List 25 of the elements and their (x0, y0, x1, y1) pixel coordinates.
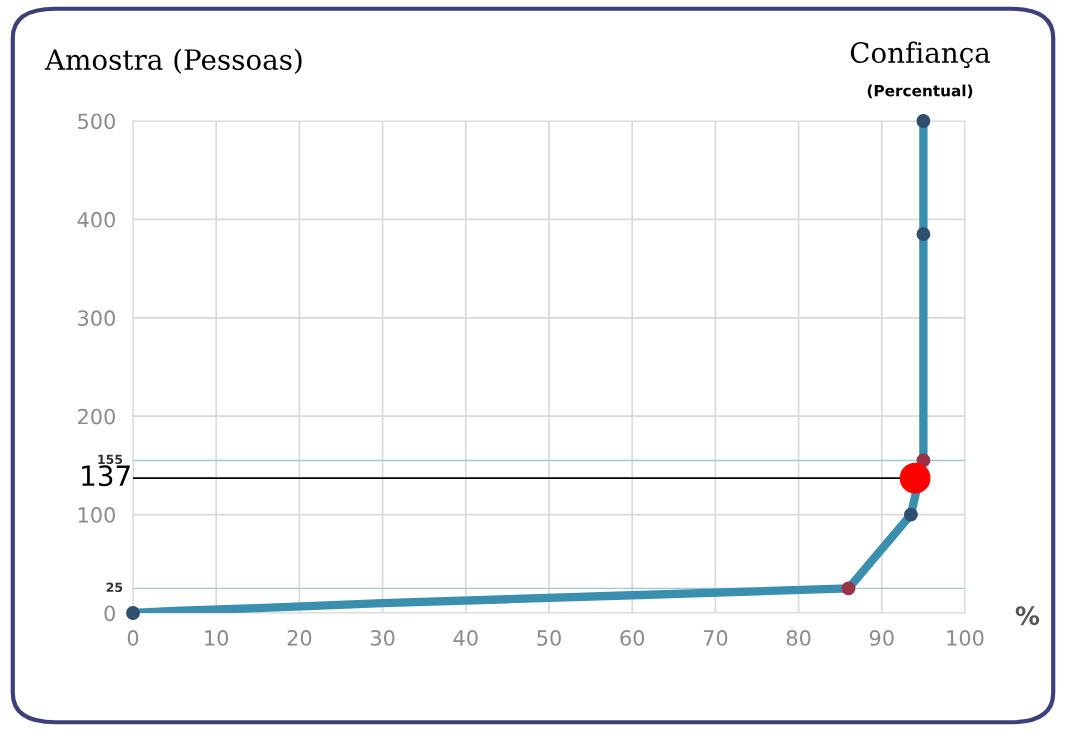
ref-line-label: 155 (98, 454, 123, 465)
y-tick-label: 500 (78, 113, 115, 130)
y-tick-label: 200 (78, 408, 115, 425)
text: Confiança (850, 41, 991, 69)
point (899, 462, 931, 494)
ref-line-label: 25 (106, 582, 123, 593)
x-tick-label: 10 (205, 630, 229, 646)
x-tick-label: 80 (786, 630, 811, 646)
x-tick-label: 0 (127, 630, 139, 646)
annotation: 137 (82, 465, 130, 487)
y-tick-label: 300 (78, 310, 115, 327)
x-axis-title: % (1015, 606, 1040, 626)
x-tick-label: 70 (703, 630, 728, 646)
x-tick-label: 60 (620, 630, 645, 646)
y-tick-label: 0 (104, 605, 115, 622)
x-tick-label: 40 (453, 630, 478, 646)
x-tick-label: 100 (947, 630, 984, 646)
x-tick-label: 90 (869, 630, 894, 646)
text: (Percentual) (867, 84, 973, 99)
x-tick-label: 50 (537, 630, 561, 646)
y-tick-label: 100 (78, 507, 115, 523)
y-tick-label: 400 (77, 211, 115, 228)
x-tick-label: 30 (370, 630, 395, 646)
y-axis-title: Amostra (Pessoas) (44, 48, 302, 74)
x-tick-label: 20 (287, 630, 312, 646)
